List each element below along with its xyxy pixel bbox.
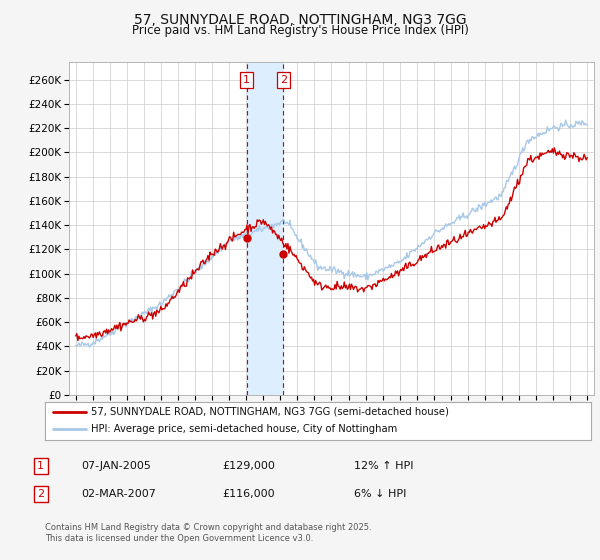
- Text: 1: 1: [37, 461, 44, 471]
- Text: 2: 2: [37, 489, 44, 499]
- Text: Contains HM Land Registry data © Crown copyright and database right 2025.
This d: Contains HM Land Registry data © Crown c…: [45, 524, 371, 543]
- Text: 07-JAN-2005: 07-JAN-2005: [81, 461, 151, 471]
- Text: HPI: Average price, semi-detached house, City of Nottingham: HPI: Average price, semi-detached house,…: [91, 424, 398, 435]
- Text: 57, SUNNYDALE ROAD, NOTTINGHAM, NG3 7GG: 57, SUNNYDALE ROAD, NOTTINGHAM, NG3 7GG: [134, 13, 466, 27]
- Text: Price paid vs. HM Land Registry's House Price Index (HPI): Price paid vs. HM Land Registry's House …: [131, 24, 469, 38]
- Text: £116,000: £116,000: [222, 489, 275, 499]
- Bar: [247, 62, 283, 395]
- Text: 2: 2: [280, 75, 287, 85]
- Text: £129,000: £129,000: [222, 461, 275, 471]
- Text: 12% ↑ HPI: 12% ↑ HPI: [354, 461, 413, 471]
- Text: 57, SUNNYDALE ROAD, NOTTINGHAM, NG3 7GG (semi-detached house): 57, SUNNYDALE ROAD, NOTTINGHAM, NG3 7GG …: [91, 407, 449, 417]
- Text: 6% ↓ HPI: 6% ↓ HPI: [354, 489, 406, 499]
- Text: 1: 1: [243, 75, 250, 85]
- Text: 02-MAR-2007: 02-MAR-2007: [81, 489, 156, 499]
